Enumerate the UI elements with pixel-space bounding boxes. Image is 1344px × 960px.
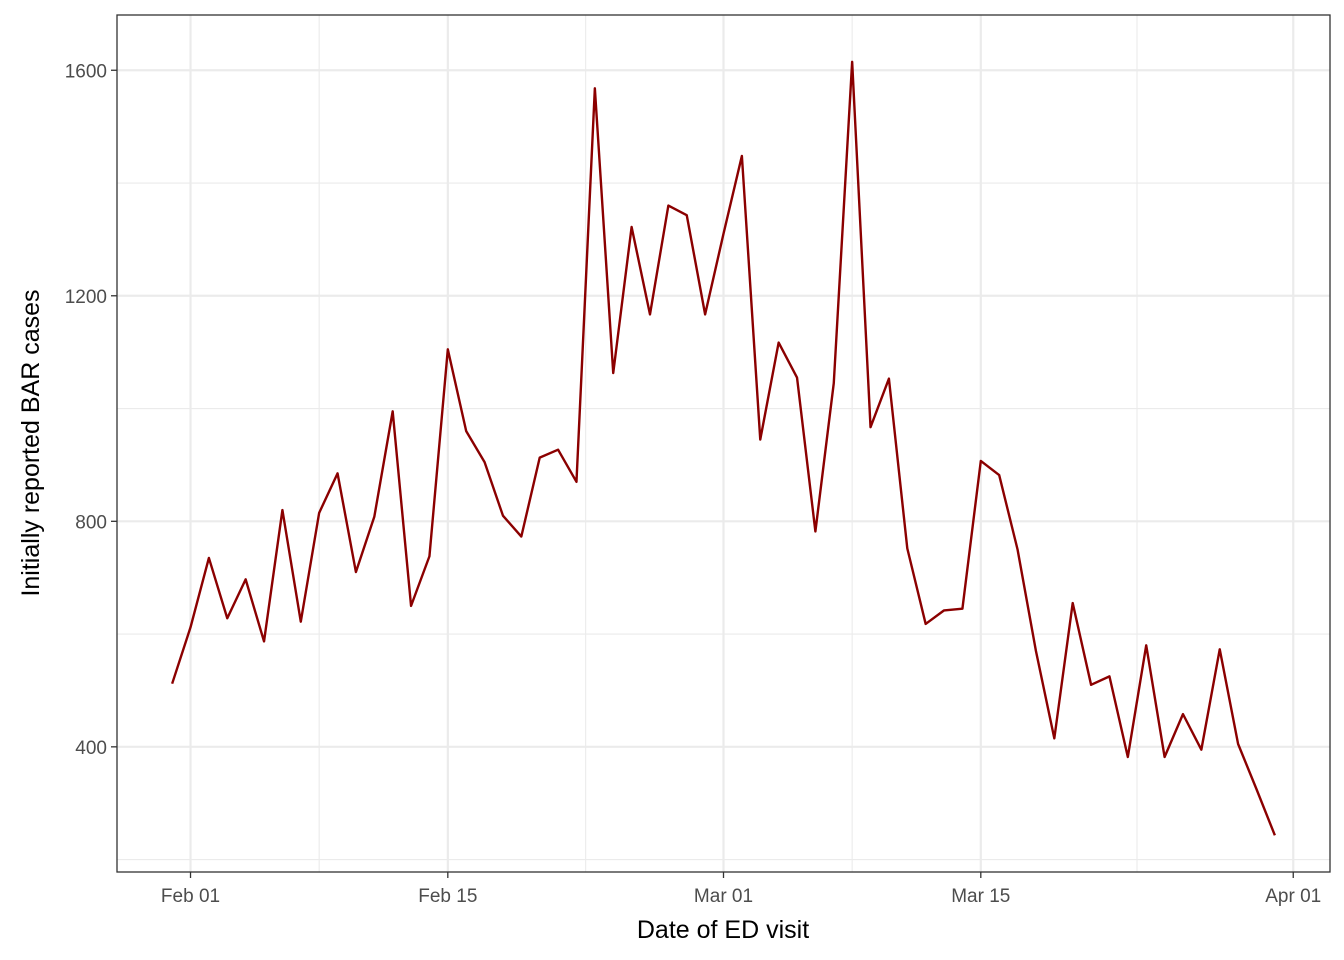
data-point (723, 233, 725, 235)
data-point (980, 460, 982, 462)
data-point (888, 378, 890, 380)
data-point (833, 382, 835, 384)
data-point (337, 472, 339, 474)
data-point (557, 449, 559, 451)
data-point (704, 313, 706, 315)
data-point (447, 348, 449, 350)
data-point (1164, 756, 1166, 758)
data-point (612, 372, 614, 374)
data-point (300, 621, 302, 623)
data-point (410, 605, 412, 607)
data-point (226, 617, 228, 619)
data-point (686, 214, 688, 216)
data-point (1200, 749, 1202, 751)
data-point (925, 623, 927, 625)
data-point (796, 377, 798, 379)
data-point (759, 439, 761, 441)
data-point (667, 205, 669, 207)
x-tick-label: Apr 01 (1265, 886, 1321, 907)
y-tick-label: 1600 (65, 61, 107, 82)
data-point (171, 683, 173, 685)
data-point (355, 571, 357, 573)
data-point (263, 640, 265, 642)
y-tick-label: 400 (75, 738, 107, 759)
data-point (520, 536, 522, 538)
data-point (741, 155, 743, 157)
data-point (594, 87, 596, 89)
data-point (575, 481, 577, 483)
data-point (1237, 743, 1239, 745)
data-point (1182, 713, 1184, 715)
data-point (1017, 548, 1019, 550)
data-point (539, 457, 541, 459)
data-point (1145, 644, 1147, 646)
y-axis: 400 800 1200 1600 (65, 61, 117, 759)
series-line (170, 60, 1276, 836)
data-point (502, 515, 504, 517)
x-tick-label: Mar 01 (694, 886, 753, 907)
y-axis-title: Initially reported BAR cases (17, 289, 45, 596)
data-point (1108, 675, 1110, 677)
data-point (1035, 650, 1037, 652)
data-point (906, 547, 908, 549)
x-tick-label: Feb 01 (161, 886, 220, 907)
x-axis-title: Date of ED visit (637, 916, 809, 944)
data-point (1127, 756, 1129, 758)
y-tick-label: 1200 (65, 287, 107, 308)
data-point (465, 430, 467, 432)
data-point (943, 609, 945, 611)
data-point (208, 557, 210, 559)
data-point (870, 426, 872, 428)
data-point (778, 342, 780, 344)
x-tick-label: Feb 15 (418, 886, 477, 907)
data-point (318, 512, 320, 514)
data-point (1219, 648, 1221, 650)
data-point (631, 226, 633, 228)
data-point (1053, 737, 1055, 739)
major-gridlines (117, 15, 1330, 872)
data-point (814, 530, 816, 532)
x-tick-label: Mar 15 (951, 886, 1010, 907)
data-point (1255, 788, 1257, 790)
data-point (281, 509, 283, 511)
data-point (961, 608, 963, 610)
data-point (851, 61, 853, 63)
data-point (190, 626, 192, 628)
data-point (1072, 602, 1074, 604)
data-point (998, 474, 1000, 476)
data-point (1274, 834, 1276, 836)
data-point (649, 313, 651, 315)
data-point (1090, 684, 1092, 686)
x-axis: Feb 01 Feb 15 Mar 01 Mar 15 Apr 01 (161, 872, 1321, 907)
data-point (428, 555, 430, 557)
y-tick-label: 800 (75, 512, 107, 533)
data-point (373, 516, 375, 518)
data-point (392, 410, 394, 412)
data-point (245, 578, 247, 580)
data-point (484, 461, 486, 463)
